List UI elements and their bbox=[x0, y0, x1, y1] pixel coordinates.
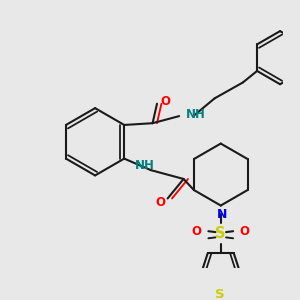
Text: NH: NH bbox=[135, 159, 155, 172]
Text: O: O bbox=[192, 225, 202, 238]
Text: O: O bbox=[161, 94, 171, 108]
Text: S: S bbox=[215, 288, 225, 300]
Text: NH: NH bbox=[186, 108, 206, 121]
Text: O: O bbox=[240, 225, 250, 238]
Text: N: N bbox=[216, 208, 227, 221]
Text: S: S bbox=[215, 226, 226, 242]
Text: O: O bbox=[155, 196, 166, 209]
